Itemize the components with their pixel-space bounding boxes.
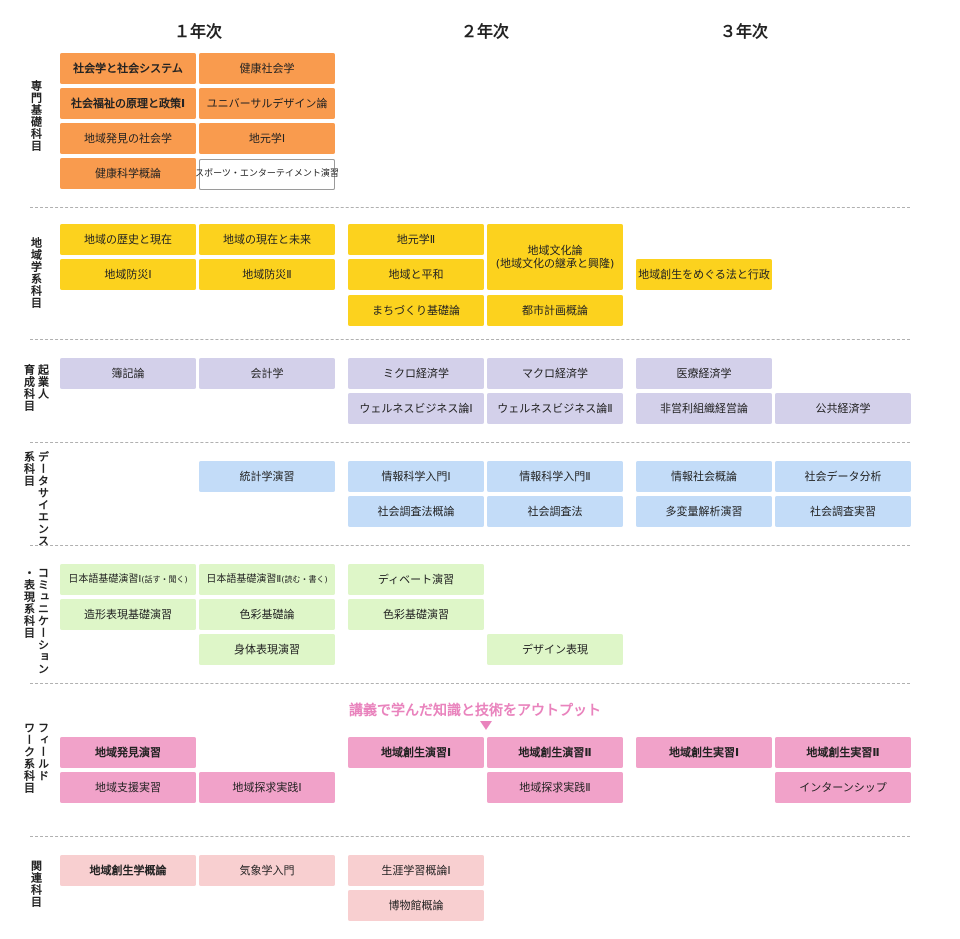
course-box: 情報科学入門Ⅰ [348,461,484,492]
course-box: ユニバーサルデザイン論 [199,88,335,119]
course-title: 日本語基礎演習Ⅰ [68,574,142,585]
course-box: 地域防災Ⅱ [199,259,335,290]
year-header-2: ２年次 [460,22,509,41]
course-box: 地域発見演習 [60,737,196,768]
down-arrow-icon [480,721,492,730]
course-box: ミクロ経済学 [348,358,484,389]
course-box: 色彩基礎論 [199,599,335,630]
category-label: コミュニケーション [36,567,50,675]
course-subtitle: (読む・書く) [281,575,328,584]
section-divider [30,339,910,340]
section-divider [30,545,910,546]
course-box: 健康科学概論 [60,158,196,189]
course-subtitle: (地域文化の継承と興隆) [495,257,615,270]
course-box: 公共経済学 [775,393,911,424]
course-box: 造形表現基礎演習 [60,599,196,630]
section-divider [30,207,910,208]
category-label: ・表現系科目 [22,567,36,639]
category-data: データサイエンス 系科目 [20,451,52,547]
course-box: 社会調査実習 [775,496,911,527]
course-box: 日本語基礎演習Ⅰ (話す・聞く) [60,564,196,595]
course-box: 多変量解析演習 [636,496,772,527]
course-box: 地域創生をめぐる法と行政 [636,259,772,290]
course-box: 情報科学入門Ⅱ [487,461,623,492]
year-header-1: １年次 [173,22,222,41]
course-box: マクロ経済学 [487,358,623,389]
course-box: 会計学 [199,358,335,389]
category-kanren: 関連科目 [20,860,52,908]
course-box: インターンシップ [775,772,911,803]
course-box: 社会データ分析 [775,461,911,492]
course-box: 地域創生学概論 [60,855,196,886]
category-comm: コミュニケーション ・表現系科目 [20,567,52,675]
course-box: 情報社会概論 [636,461,772,492]
course-box: 社会調査法概論 [348,496,484,527]
course-box: 社会福祉の原理と政策Ⅰ [60,88,196,119]
output-note: 講義で学んだ知識と技術をアウトプット [349,703,601,719]
course-box: 地域創生実習Ⅰ [636,737,772,768]
category-label: 起業人 [36,364,50,400]
course-box: 統計学演習 [199,461,335,492]
course-box: 地域創生実習Ⅱ [775,737,911,768]
course-box: ウェルネスビジネス論Ⅰ [348,393,484,424]
course-title: 日本語基礎演習Ⅱ [206,574,282,585]
course-box: 地域創生演習Ⅱ [487,737,623,768]
category-label: 系科目 [22,451,36,487]
course-box: 地域発見の社会学 [60,123,196,154]
course-box: スポーツ・エンターテイメント演習 [195,159,339,190]
course-box: 社会学と社会システム [60,53,196,84]
course-box: 社会調査法 [487,496,623,527]
course-box: 医療経済学 [636,358,772,389]
course-box: 気象学入門 [199,855,335,886]
category-label: 地域学系科目 [29,237,43,309]
course-box: 地域の歴史と現在 [60,224,196,255]
course-box: ウェルネスビジネス論Ⅱ [487,393,623,424]
category-label: 専門基礎科目 [29,80,43,152]
course-box: 非営利組織経営論 [636,393,772,424]
category-label: 関連科目 [29,860,43,908]
category-label: 育成科目 [22,364,36,412]
course-box: 日本語基礎演習Ⅱ (読む・書く) [199,564,335,595]
course-box: 地域文化論 (地域文化の継承と興隆) [487,224,623,290]
course-box: 地元学Ⅰ [199,123,335,154]
course-box: 地域防災Ⅰ [60,259,196,290]
category-label: フィールド [36,722,50,782]
course-box: 地域探求実践Ⅰ [199,772,335,803]
category-field: フィールド ワーク系科目 [20,722,52,794]
section-divider [30,683,910,684]
course-box: 地域の現在と未来 [199,224,335,255]
course-box: 地域探求実践Ⅱ [487,772,623,803]
course-box: まちづくり基礎論 [348,295,484,326]
category-kigyo: 起業人 育成科目 [20,364,52,412]
course-box: デザイン表現 [487,634,623,665]
course-box: 地域創生演習Ⅰ [348,737,484,768]
category-label: ワーク系科目 [22,722,36,794]
category-chiiki: 地域学系科目 [20,237,52,309]
course-box: 生涯学習概論Ⅰ [348,855,484,886]
course-box: 地域支援実習 [60,772,196,803]
year-header-3: ３年次 [719,22,768,41]
course-box: 身体表現演習 [199,634,335,665]
section-divider [30,442,910,443]
course-box: 地域と平和 [348,259,484,290]
course-box: 都市計画概論 [487,295,623,326]
course-title: 地域文化論 [527,244,583,257]
course-box: 簿記論 [60,358,196,389]
course-box: 色彩基礎演習 [348,599,484,630]
course-box: ディベート演習 [348,564,484,595]
course-subtitle: (話す・聞く) [141,575,188,584]
course-box: 地元学Ⅱ [348,224,484,255]
section-divider [30,836,910,837]
course-box: 博物館概論 [348,890,484,921]
category-senmon: 専門基礎科目 [20,80,52,152]
course-box: 健康社会学 [199,53,335,84]
category-label: データサイエンス [36,451,50,547]
